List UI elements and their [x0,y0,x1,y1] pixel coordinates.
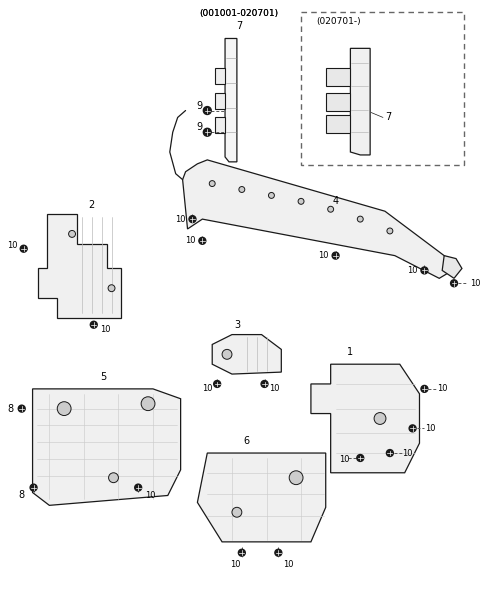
Polygon shape [215,117,225,133]
Polygon shape [182,160,452,279]
Circle shape [189,215,196,223]
Circle shape [239,186,245,192]
Circle shape [141,397,155,410]
Circle shape [421,385,428,392]
Text: 10: 10 [408,266,418,275]
Circle shape [204,128,211,136]
Circle shape [199,237,206,244]
Circle shape [332,252,339,259]
Circle shape [90,321,97,328]
Text: 10: 10 [229,560,240,569]
FancyBboxPatch shape [301,12,464,165]
Polygon shape [326,68,350,86]
Text: 8: 8 [8,404,14,413]
Polygon shape [442,256,462,279]
Text: 10: 10 [145,491,156,500]
Circle shape [69,231,75,237]
Text: 7: 7 [385,112,391,123]
Text: (001001-020701): (001001-020701) [199,9,278,18]
Circle shape [232,507,242,517]
Circle shape [261,381,268,387]
Text: 1: 1 [348,347,353,358]
Circle shape [204,107,211,115]
Text: 8: 8 [19,490,25,501]
Text: 10: 10 [319,251,329,260]
Text: 10: 10 [175,215,186,223]
Text: 10: 10 [425,424,436,433]
Circle shape [214,381,221,387]
Text: 10: 10 [402,449,413,458]
Text: 10: 10 [202,384,213,393]
Circle shape [451,280,457,287]
Polygon shape [350,49,370,155]
Polygon shape [326,115,350,133]
Polygon shape [33,389,180,506]
Circle shape [409,425,416,432]
Circle shape [57,402,71,416]
Circle shape [30,484,37,491]
Text: 5: 5 [100,372,107,382]
Text: 9: 9 [196,123,203,132]
Circle shape [328,206,334,212]
Text: 2: 2 [89,200,95,210]
Circle shape [20,245,27,252]
Circle shape [18,405,25,412]
Circle shape [275,549,282,556]
Text: 6: 6 [244,436,250,446]
Circle shape [135,484,142,491]
Text: 10: 10 [283,560,293,569]
Text: 10: 10 [339,455,350,464]
Circle shape [222,350,232,359]
Text: 9: 9 [196,101,203,110]
Circle shape [268,192,275,198]
Text: 10: 10 [7,241,18,250]
Circle shape [387,228,393,234]
Text: (020701-): (020701-) [316,17,360,26]
Polygon shape [326,93,350,110]
Polygon shape [225,38,237,162]
Text: 10: 10 [437,384,447,393]
Circle shape [108,285,115,291]
Polygon shape [212,334,281,374]
Polygon shape [215,93,225,109]
Text: (001001-020701): (001001-020701) [199,9,278,18]
Circle shape [421,267,428,274]
Text: 7: 7 [236,21,242,30]
Text: 3: 3 [234,320,240,330]
Text: 10: 10 [185,236,196,245]
Circle shape [289,471,303,484]
Circle shape [357,455,364,461]
Text: 4: 4 [333,196,339,206]
Circle shape [239,549,245,556]
Text: 10: 10 [470,279,480,288]
Text: 10: 10 [100,325,111,334]
Polygon shape [197,453,326,542]
Circle shape [108,473,119,483]
Circle shape [357,216,363,222]
Circle shape [298,198,304,205]
Polygon shape [37,214,121,318]
Circle shape [209,181,215,186]
Text: 10: 10 [269,384,280,393]
Circle shape [386,450,393,456]
Circle shape [374,413,386,424]
Polygon shape [311,364,420,473]
Polygon shape [215,68,225,84]
